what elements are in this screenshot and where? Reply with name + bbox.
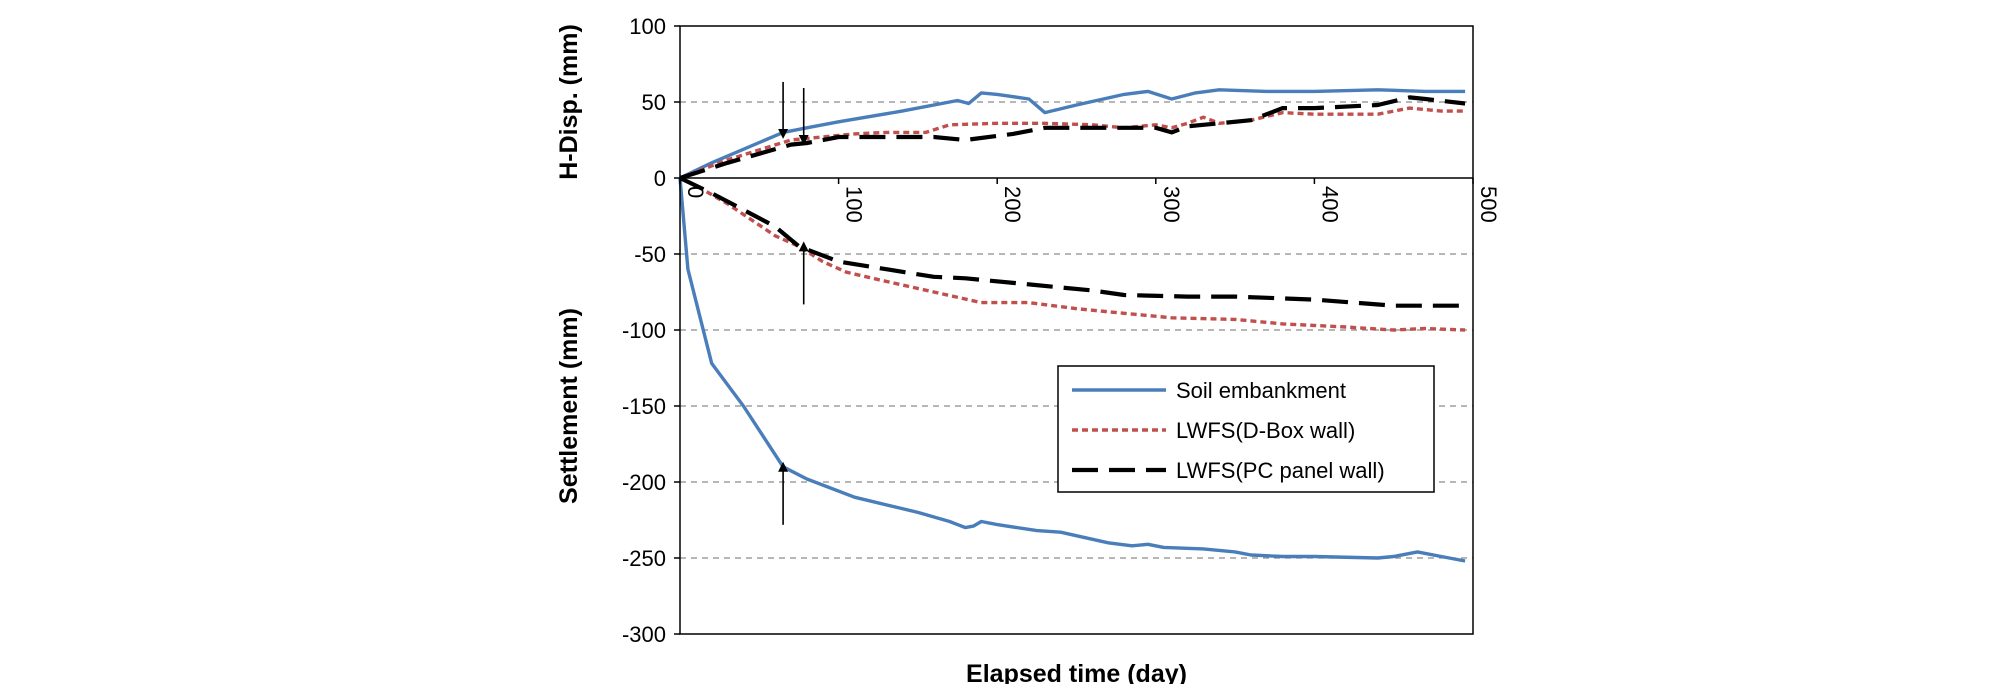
y-tick-label: 0 [654,166,666,191]
series-lwfs-d-box-wall-h-disp [679,106,1466,180]
y-tick-label: -150 [622,394,666,419]
y-axis-label-upper: H-Disp. (mm) [555,24,583,180]
y-tick-label: -50 [634,242,666,267]
x-tick-label: 400 [1317,186,1342,223]
x-tick-label: 0 [683,186,708,198]
y-axis-label-lower: Settlement (mm) [555,308,583,504]
series-lwfs-pc-panel-wall-h-disp [679,95,1466,181]
annotations [778,81,809,525]
y-tick-label: 100 [629,14,666,39]
series-lwfs-pc-panel-wall-settlement [679,176,1466,308]
x-tick-label: 300 [1159,186,1184,223]
y-tick-label: -100 [622,318,666,343]
series-lwfs-d-box-wall-settlement [679,176,1466,332]
x-axis-label: Elapsed time (day) [966,660,1187,684]
x-tick-label: 200 [1000,186,1025,223]
legend-label-soil-embankment: Soil embankment [1176,378,1346,403]
legend-label-lwfs-pc-panel-wall: LWFS(PC panel wall) [1176,458,1385,483]
y-tick-label: 50 [642,90,666,115]
legend: Soil embankment LWFS(D-Box wall) LWFS(PC… [1057,365,1435,493]
x-tick-label: 100 [842,186,867,223]
y-tick-label: -200 [622,470,666,495]
series-layer [678,88,1466,563]
series-soil-embankment-h-disp [679,88,1466,180]
x-tick-label: 500 [1476,186,1501,223]
y-tick-label: -300 [622,622,666,647]
y-tick-label: -250 [622,546,666,571]
legend-label-lwfs-d-box-wall: LWFS(D-Box wall) [1176,418,1355,443]
series-soil-embankment-settlement [678,177,1466,563]
